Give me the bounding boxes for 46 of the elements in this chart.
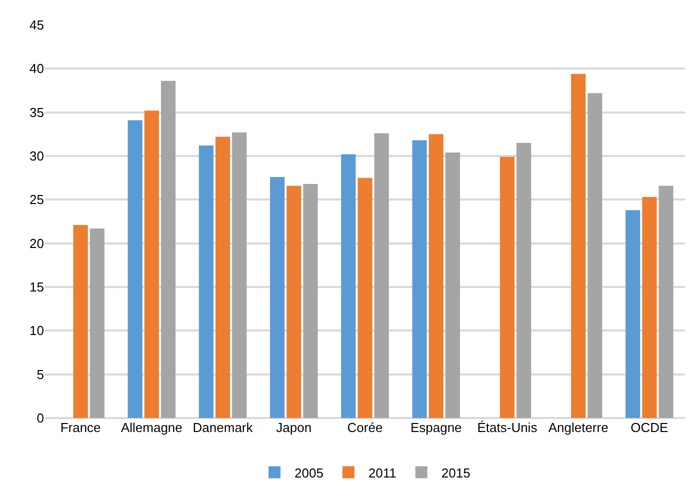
y-tick-label: 0: [36, 410, 44, 426]
bar: [626, 210, 640, 418]
bar: [303, 184, 318, 418]
y-tick-label: 10: [30, 323, 44, 338]
bar: [571, 74, 586, 418]
bar: [588, 93, 602, 418]
bar: [215, 136, 230, 418]
x-tick-label: Espagne: [410, 420, 462, 435]
legend-label: 2011: [368, 465, 396, 480]
y-tick-label: 5: [36, 366, 44, 382]
bar: [286, 186, 302, 418]
bar: [358, 178, 372, 418]
y-tick-label: 35: [30, 104, 44, 120]
bar: [428, 134, 444, 418]
bar: [232, 132, 247, 418]
x-tick-label: France: [60, 420, 101, 435]
x-tick-label: États-Unis: [477, 420, 538, 435]
x-tick-label: Japon: [276, 420, 312, 435]
y-tick-label: 40: [30, 61, 44, 76]
y-tick-label: 20: [30, 236, 44, 251]
bar: [160, 80, 176, 418]
bar: [144, 110, 159, 418]
legend-label: 2005: [294, 465, 324, 480]
x-tick-label: Corée: [347, 420, 383, 435]
bar: [270, 176, 285, 418]
y-tick-label: 45: [30, 18, 44, 33]
legend-label: 2015: [441, 465, 470, 480]
bar: [374, 133, 389, 418]
y-tick-label: 25: [30, 192, 44, 208]
bar: [73, 224, 88, 418]
bar: [412, 140, 427, 418]
bar: [500, 156, 515, 418]
y-tick-label: 30: [30, 148, 44, 164]
bar: [198, 146, 214, 418]
bar: [642, 197, 657, 418]
x-tick-label: Allemagne: [120, 420, 182, 435]
x-tick-label: OCDE: [630, 420, 669, 435]
bar: [341, 154, 356, 418]
bar: [516, 142, 532, 418]
bar: [128, 120, 142, 418]
bar: [445, 152, 460, 418]
x-tick-label: Danemark: [192, 420, 254, 435]
bar: [90, 228, 104, 418]
bar: [658, 186, 674, 418]
y-tick-label: 15: [30, 280, 44, 295]
x-tick-label: Angleterre: [548, 420, 608, 435]
